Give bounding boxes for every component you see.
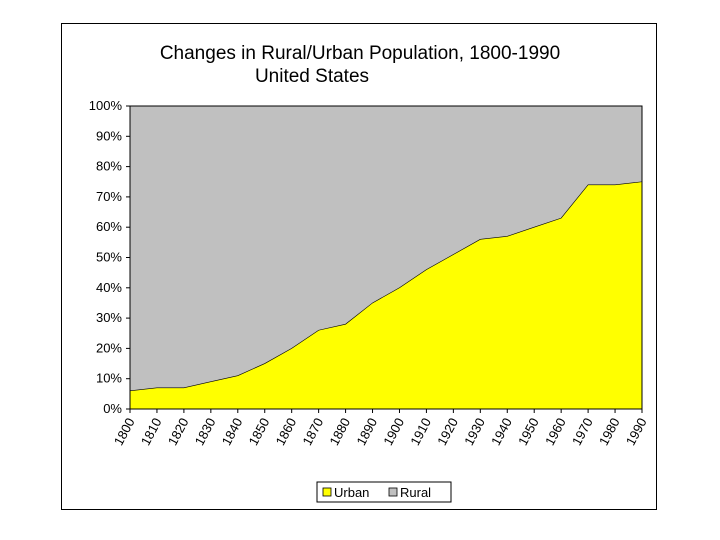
x-tick-label: 1840 bbox=[219, 415, 246, 448]
y-tick-label: 10% bbox=[96, 371, 122, 386]
x-tick-label: 1870 bbox=[299, 415, 326, 448]
area-rural bbox=[130, 106, 642, 391]
x-tick-label: 1890 bbox=[353, 415, 380, 448]
x-tick-label: 1990 bbox=[623, 415, 650, 448]
plot-area bbox=[129, 105, 643, 410]
x-tick-label: 1820 bbox=[165, 415, 192, 448]
y-tick-label: 20% bbox=[96, 340, 122, 355]
y-tick-label: 70% bbox=[96, 189, 122, 204]
x-tick-label: 1920 bbox=[434, 415, 461, 448]
y-tick-label: 60% bbox=[96, 219, 122, 234]
x-tick-label: 1930 bbox=[461, 415, 488, 448]
y-tick-label: 50% bbox=[96, 250, 122, 265]
chart-subtitle: United States bbox=[255, 66, 369, 87]
x-tick-label: 1970 bbox=[569, 415, 596, 448]
x-tick-label: 1900 bbox=[380, 415, 407, 448]
y-tick-label: 80% bbox=[96, 159, 122, 174]
legend-swatch-rural bbox=[388, 487, 398, 497]
legend-label-urban: Urban bbox=[334, 485, 369, 500]
x-tick-label: 1880 bbox=[326, 415, 353, 448]
chart-frame: Changes in Rural/Urban Population, 1800-… bbox=[61, 23, 657, 510]
series-boundary-line bbox=[129, 181, 643, 392]
legend-box bbox=[316, 481, 452, 503]
x-tick-label: 1830 bbox=[192, 415, 219, 448]
y-tick-label: 90% bbox=[96, 128, 122, 143]
x-tick-label: 1810 bbox=[138, 415, 165, 448]
x-tick-label: 1980 bbox=[596, 415, 623, 448]
x-tick-label: 1910 bbox=[407, 415, 434, 448]
y-axis: 0% 10% 20% 30% 40% 50% 60% 70% 80% 90% 100% bbox=[89, 98, 130, 416]
x-tick-label: 1850 bbox=[246, 415, 273, 448]
x-axis: 1800 1810 1820 1830 1840 1850 1860 1870 1880 1890… bbox=[111, 409, 650, 448]
chart-title: Changes in Rural/Urban Population, 1800-… bbox=[160, 43, 560, 64]
x-tick-label: 1800 bbox=[111, 415, 138, 448]
x-tick-label: 1950 bbox=[515, 415, 542, 448]
legend: Urban Rural bbox=[316, 481, 452, 503]
chart: Changes in Rural/Urban Population, 1800-… bbox=[89, 43, 650, 503]
y-tick-label: 40% bbox=[96, 280, 122, 295]
x-tick-label: 1960 bbox=[542, 415, 569, 448]
legend-label-rural: Rural bbox=[400, 485, 431, 500]
y-tick-label: 0% bbox=[103, 401, 122, 416]
x-tick-label: 1860 bbox=[273, 415, 300, 448]
legend-swatch-urban bbox=[322, 487, 332, 497]
y-tick-label: 100% bbox=[89, 98, 123, 113]
x-tick-label: 1940 bbox=[488, 415, 515, 448]
y-tick-label: 30% bbox=[96, 310, 122, 325]
